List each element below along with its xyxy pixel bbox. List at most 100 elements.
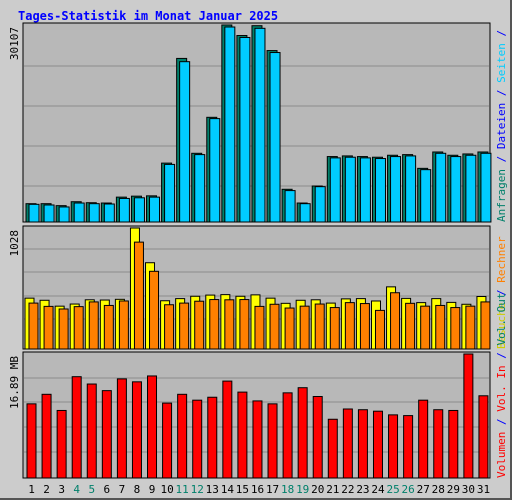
bar-rechner-day-26 — [405, 302, 416, 350]
x-tick-day-17: 17 — [266, 483, 279, 496]
bar-dateien-day-4 — [73, 202, 85, 223]
bar-dateien-day-5 — [88, 203, 100, 223]
bar-dateien-day-26 — [405, 155, 417, 223]
bar-volumen-day-13 — [207, 396, 218, 479]
bar-rechner-day-15 — [239, 299, 250, 350]
bar-volumen-day-24 — [372, 410, 383, 479]
bar-volumen-day-7 — [116, 378, 127, 479]
bar-dateien-day-28 — [435, 152, 447, 223]
x-tick-day-15: 15 — [236, 483, 249, 496]
right-legend-bottom: Volumen / Vol. In / Vol. Out — [495, 293, 508, 478]
panel-top: 30107 Anfragen / Dateien / Seiten / — [8, 22, 508, 223]
bar-dateien-day-8 — [133, 197, 145, 223]
legend-entry: Vol. In — [495, 365, 508, 411]
legend-entry: Seiten — [495, 43, 508, 83]
legend-entry: Besuche — [495, 303, 508, 349]
bar-rechner-day-23 — [359, 303, 370, 350]
bar-volumen-day-22 — [342, 408, 353, 479]
bar-dateien-day-31 — [480, 152, 492, 223]
bar-dateien-day-6 — [103, 203, 115, 223]
x-tick-day-9: 9 — [149, 483, 156, 496]
x-tick-day-11: 11 — [176, 483, 189, 496]
x-tick-day-1: 1 — [28, 483, 35, 496]
bar-rechner-day-19 — [299, 305, 310, 350]
x-tick-day-6: 6 — [104, 483, 111, 496]
legend-entry: / — [495, 283, 508, 303]
bar-dateien-day-24 — [374, 158, 386, 223]
bar-rechner-day-7 — [118, 300, 129, 350]
bar-volumen-day-6 — [101, 390, 112, 479]
bar-rechner-day-10 — [164, 304, 175, 350]
x-tick-day-4: 4 — [73, 483, 80, 496]
x-tick-day-30: 30 — [462, 483, 475, 496]
bar-volumen-day-9 — [147, 375, 158, 479]
x-tick-day-7: 7 — [119, 483, 126, 496]
bar-rechner-day-22 — [344, 302, 355, 350]
x-tick-day-22: 22 — [341, 483, 354, 496]
y-max-label-top: 30107 — [8, 27, 21, 60]
x-tick-day-3: 3 — [58, 483, 65, 496]
y-max-label-bottom: 16.89 MB — [8, 356, 21, 409]
bar-volumen-day-19 — [297, 387, 308, 479]
x-tick-day-28: 28 — [432, 483, 445, 496]
x-axis-labels: 1 2 3 4 5 6 7 8 9 10 11 12 13 14 15 16 17 18 19 20 21 22 23 24 2… — [28, 483, 490, 496]
legend-entry: Vol. Out — [495, 293, 508, 346]
bar-rechner-day-5 — [88, 301, 99, 350]
legend-entry: / — [495, 83, 508, 103]
x-tick-day-31: 31 — [477, 483, 490, 496]
bar-rechner-day-29 — [450, 307, 461, 350]
bar-volumen-day-18 — [282, 392, 293, 479]
bar-rechner-day-18 — [284, 307, 295, 350]
bar-volumen-day-14 — [222, 380, 233, 479]
bar-rechner-day-3 — [58, 308, 69, 350]
bar-rechner-day-12 — [194, 300, 205, 350]
legend-entry: / — [495, 346, 508, 366]
bar-rechner-day-24 — [374, 309, 385, 350]
legend-entry: / — [495, 30, 508, 43]
bar-volumen-day-25 — [388, 414, 399, 479]
bar-dateien-day-7 — [118, 197, 130, 223]
x-tick-day-16: 16 — [251, 483, 264, 496]
bar-dateien-day-21 — [329, 157, 341, 223]
y-max-label-middle: 1028 — [8, 230, 21, 257]
bar-volumen-day-21 — [327, 418, 338, 479]
x-tick-day-14: 14 — [221, 483, 235, 496]
bar-volumen-day-28 — [433, 409, 444, 479]
right-legend-middle: Besuche / Rechner — [495, 236, 508, 349]
bar-rechner-day-11 — [179, 302, 190, 350]
legend-entry: Dateien — [495, 103, 508, 149]
bar-dateien-day-2 — [43, 204, 55, 223]
bar-dateien-day-20 — [314, 186, 326, 223]
bar-rechner-day-21 — [329, 307, 340, 350]
bar-dateien-day-1 — [28, 203, 40, 223]
bar-rechner-day-13 — [209, 299, 220, 350]
bar-rechner-day-31 — [480, 301, 491, 350]
bar-volumen-day-5 — [86, 383, 97, 479]
bar-volumen-day-2 — [41, 393, 52, 479]
bar-rechner-day-20 — [314, 303, 325, 350]
bar-rechner-day-4 — [73, 306, 84, 350]
bar-dateien-day-10 — [164, 163, 176, 223]
panel-bottom: 16.89 MB Volumen / Vol. In / Vol. Out — [8, 293, 508, 479]
bar-rechner-day-6 — [103, 304, 114, 350]
x-tick-day-21: 21 — [326, 483, 339, 496]
bar-volumen-day-11 — [177, 393, 188, 479]
bar-rechner-day-2 — [43, 305, 54, 350]
bar-volumen-day-27 — [418, 399, 429, 479]
bar-dateien-day-23 — [359, 157, 371, 223]
legend-entry: Anfragen — [495, 169, 508, 222]
bar-dateien-day-30 — [465, 154, 477, 223]
bar-rechner-day-1 — [28, 302, 39, 350]
bar-dateien-day-13 — [209, 118, 221, 223]
bar-dateien-day-22 — [344, 156, 356, 223]
bar-dateien-day-12 — [194, 154, 206, 223]
bar-dateien-day-11 — [179, 61, 191, 223]
x-tick-day-8: 8 — [134, 483, 141, 496]
bar-dateien-day-16 — [254, 27, 266, 223]
bar-dateien-day-29 — [450, 156, 462, 223]
x-tick-day-2: 2 — [43, 483, 50, 496]
bar-rechner-day-30 — [465, 305, 476, 350]
bar-rechner-day-8 — [133, 241, 144, 350]
